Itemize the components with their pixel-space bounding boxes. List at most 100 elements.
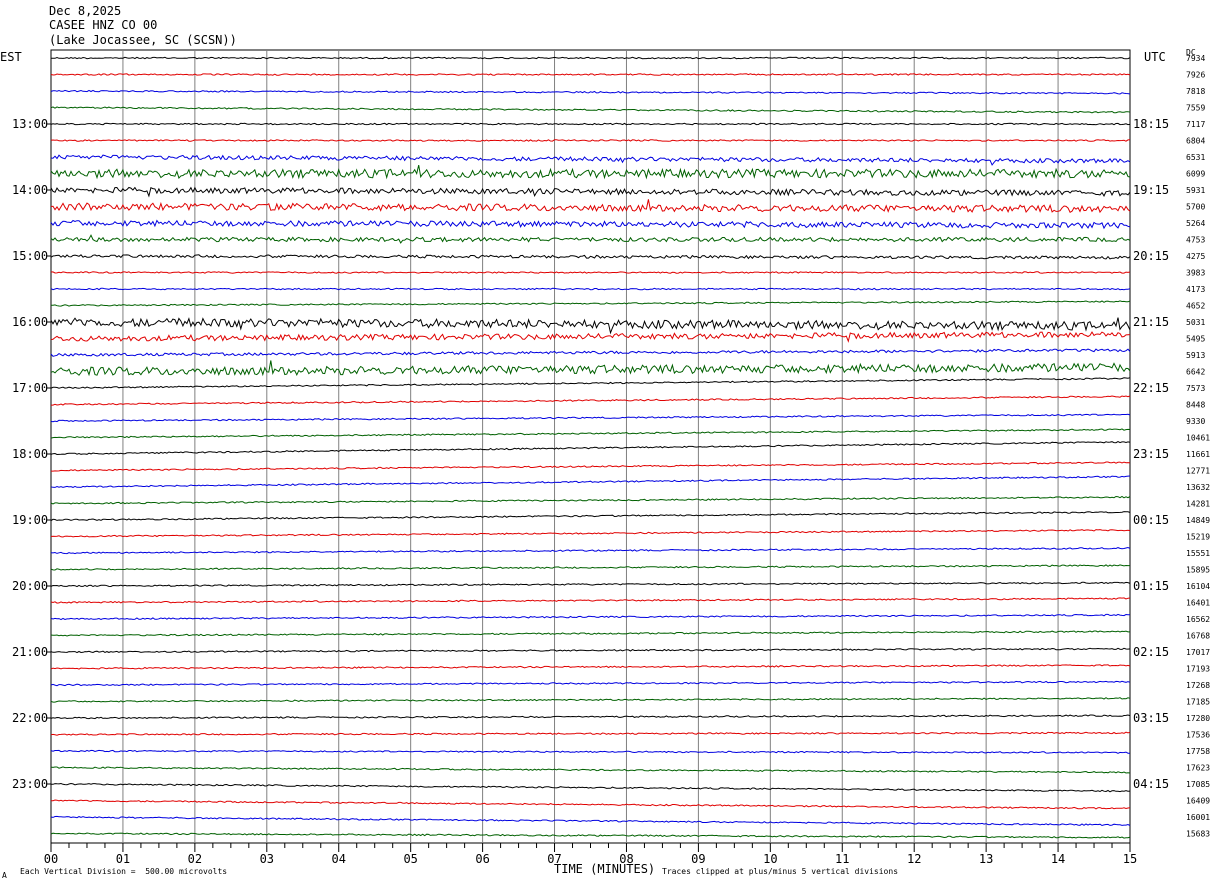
x-tick-label: 05	[403, 852, 417, 866]
trace-line	[50, 766, 1131, 774]
trace-line	[50, 154, 1131, 166]
dc-value: 15551	[1186, 549, 1210, 558]
dc-value: 16104	[1186, 582, 1210, 591]
trace-line	[50, 377, 1131, 389]
x-tick-label: 15	[1123, 852, 1137, 866]
est-hour-label: 16:00	[12, 315, 48, 329]
x-tick-label: 01	[116, 852, 130, 866]
location-label: (Lake Jocassee, SC (SCSN))	[49, 33, 237, 47]
dc-value: 4173	[1186, 285, 1205, 294]
utc-hour-label: 01:15	[1133, 579, 1169, 593]
trace-line	[50, 441, 1131, 456]
trace-line	[50, 234, 1131, 244]
dc-value: 7934	[1186, 54, 1205, 63]
trace-line	[50, 317, 1131, 335]
trace-line	[50, 630, 1130, 637]
trace-line	[50, 254, 1131, 260]
est-hour-label: 17:00	[12, 381, 48, 395]
est-hour-label: 14:00	[12, 183, 48, 197]
dc-value: 11661	[1186, 450, 1210, 459]
x-tick-label: 10	[763, 852, 777, 866]
utc-hour-label: 19:15	[1133, 183, 1169, 197]
dc-value: 6531	[1186, 153, 1205, 162]
trace-line	[50, 428, 1131, 439]
dc-value: 17017	[1186, 648, 1210, 657]
plot-frame	[50, 49, 1131, 844]
utc-hour-label: 18:15	[1133, 117, 1169, 131]
utc-hour-label: 04:15	[1133, 777, 1169, 791]
trace-line	[50, 546, 1131, 555]
trace-line	[51, 461, 1131, 472]
est-axis-label: EST	[0, 50, 22, 64]
dc-value: 9330	[1186, 417, 1205, 426]
dc-value: 15219	[1186, 533, 1210, 542]
trace-line	[50, 581, 1131, 588]
est-hour-label: 13:00	[12, 117, 48, 131]
utc-hour-label: 00:15	[1133, 513, 1169, 527]
x-tick-label: 09	[691, 852, 705, 866]
trace-line	[50, 413, 1131, 423]
dc-value: 7117	[1186, 120, 1205, 129]
x-tick-label: 12	[907, 852, 921, 866]
utc-hour-label: 21:15	[1133, 315, 1169, 329]
dc-value: 6099	[1186, 170, 1205, 179]
est-hour-label: 22:00	[12, 711, 48, 725]
x-tick-label: 02	[188, 852, 202, 866]
trace-line	[50, 106, 1131, 114]
dc-value: 16001	[1186, 813, 1210, 822]
trace-line	[50, 219, 1131, 230]
dc-value: 5700	[1186, 203, 1205, 212]
dc-value: 13632	[1186, 483, 1210, 492]
trace-line	[50, 529, 1131, 538]
x-tick-label: 08	[619, 852, 633, 866]
trace-line	[50, 348, 1131, 357]
dc-value: 5913	[1186, 351, 1205, 360]
utc-hour-label: 22:15	[1133, 381, 1169, 395]
dc-value: 16562	[1186, 615, 1210, 624]
trace-line	[51, 395, 1131, 406]
dc-value: 17536	[1186, 731, 1210, 740]
est-hour-label: 18:00	[12, 447, 48, 461]
trace-line	[50, 164, 1131, 180]
trace-line	[50, 475, 1131, 488]
dc-value: 4753	[1186, 236, 1205, 245]
dc-value: 6804	[1186, 137, 1205, 146]
trace-line	[50, 613, 1130, 621]
trace-line	[50, 89, 1131, 95]
trace-line	[50, 287, 1131, 291]
corner-mark: A	[2, 871, 7, 880]
dc-value: 16401	[1186, 599, 1210, 608]
est-hour-label: 21:00	[12, 645, 48, 659]
trace-line	[50, 832, 1131, 839]
trace-line	[50, 122, 1131, 126]
trace-line	[50, 697, 1131, 703]
dc-value: 14281	[1186, 500, 1210, 509]
trace-line	[50, 597, 1131, 604]
dc-value: 4652	[1186, 302, 1205, 311]
trace-line	[50, 199, 1131, 214]
scale-note: Each Vertical Division = 500.00 microvol…	[20, 867, 228, 876]
x-axis-title: TIME (MINUTES)	[554, 862, 656, 876]
dc-value: 15683	[1186, 830, 1210, 839]
dc-value: 17185	[1186, 698, 1210, 707]
trace-line	[50, 680, 1131, 687]
trace-line	[50, 271, 1131, 274]
dc-value: 8448	[1186, 401, 1205, 410]
date-label: Dec 8,2025	[49, 4, 122, 18]
trace-line	[50, 331, 1131, 343]
trace-line	[50, 782, 1131, 793]
dc-value: 17758	[1186, 747, 1210, 756]
dc-value: 17280	[1186, 714, 1210, 723]
dc-value: 4275	[1186, 252, 1205, 261]
trace-line	[50, 664, 1131, 670]
dc-value: 15895	[1186, 566, 1210, 575]
trace-line	[51, 799, 1131, 810]
trace-line	[51, 56, 1131, 60]
trace-line	[50, 360, 1131, 377]
dc-value: 5264	[1186, 219, 1205, 228]
dc-value: 17193	[1186, 665, 1210, 674]
station-label: CASEE HNZ CO 00	[49, 18, 158, 32]
trace-line	[50, 495, 1131, 505]
utc-hour-label: 20:15	[1133, 249, 1169, 263]
